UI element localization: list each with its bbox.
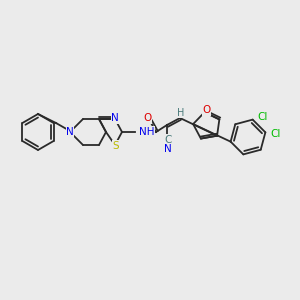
Text: N: N (164, 144, 172, 154)
Text: S: S (113, 141, 119, 151)
Text: H: H (177, 108, 185, 118)
Text: NH: NH (139, 127, 154, 137)
Text: N: N (111, 113, 119, 123)
Text: C: C (164, 135, 172, 145)
Text: Cl: Cl (258, 112, 268, 122)
Text: O: O (143, 113, 151, 123)
Text: Cl: Cl (270, 129, 281, 139)
Text: O: O (202, 105, 211, 115)
Text: N: N (66, 127, 74, 137)
